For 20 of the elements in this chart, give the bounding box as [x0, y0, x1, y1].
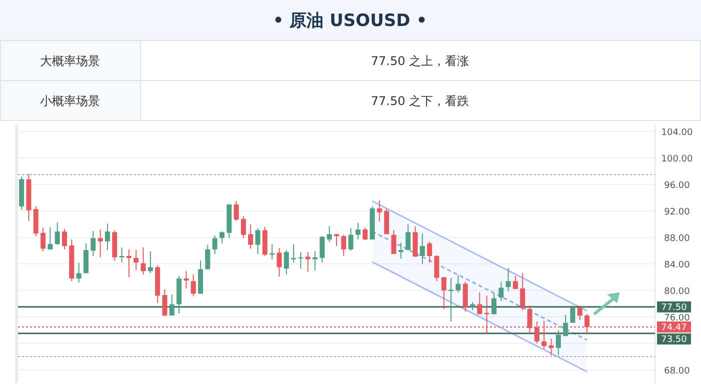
ref-line-tag: 74.47 [657, 321, 691, 334]
text: 小概率场景 [40, 94, 100, 108]
chart-title: • 原油 USOUSD • [272, 11, 428, 31]
y-tick-label: 104.00 [661, 128, 694, 138]
ref-line-tag: 73.50 [657, 333, 691, 346]
y-tick-label: 68.00 [664, 366, 690, 376]
ref-line-tag: 77.50 [657, 301, 691, 314]
text: 77.50 之上，看涨 [370, 54, 470, 68]
y-tick-label: 100.00 [661, 154, 694, 165]
y-tick-label: 84.00 [664, 260, 690, 270]
text: 大概率场景 [40, 54, 100, 68]
y-tick-label: 92.00 [664, 208, 690, 218]
y-tick-label: 88.00 [664, 234, 690, 244]
ref-line-label: 77.50 [661, 303, 688, 314]
y-tick-label: 96.00 [664, 181, 690, 192]
y-tick-label: 76.00 [664, 313, 690, 324]
text: 77.50 之下，看跌 [370, 94, 470, 108]
ref-line-label: 73.50 [661, 335, 688, 346]
y-tick-label: 80.00 [664, 286, 690, 297]
ref-line-label: 74.47 [661, 323, 687, 334]
